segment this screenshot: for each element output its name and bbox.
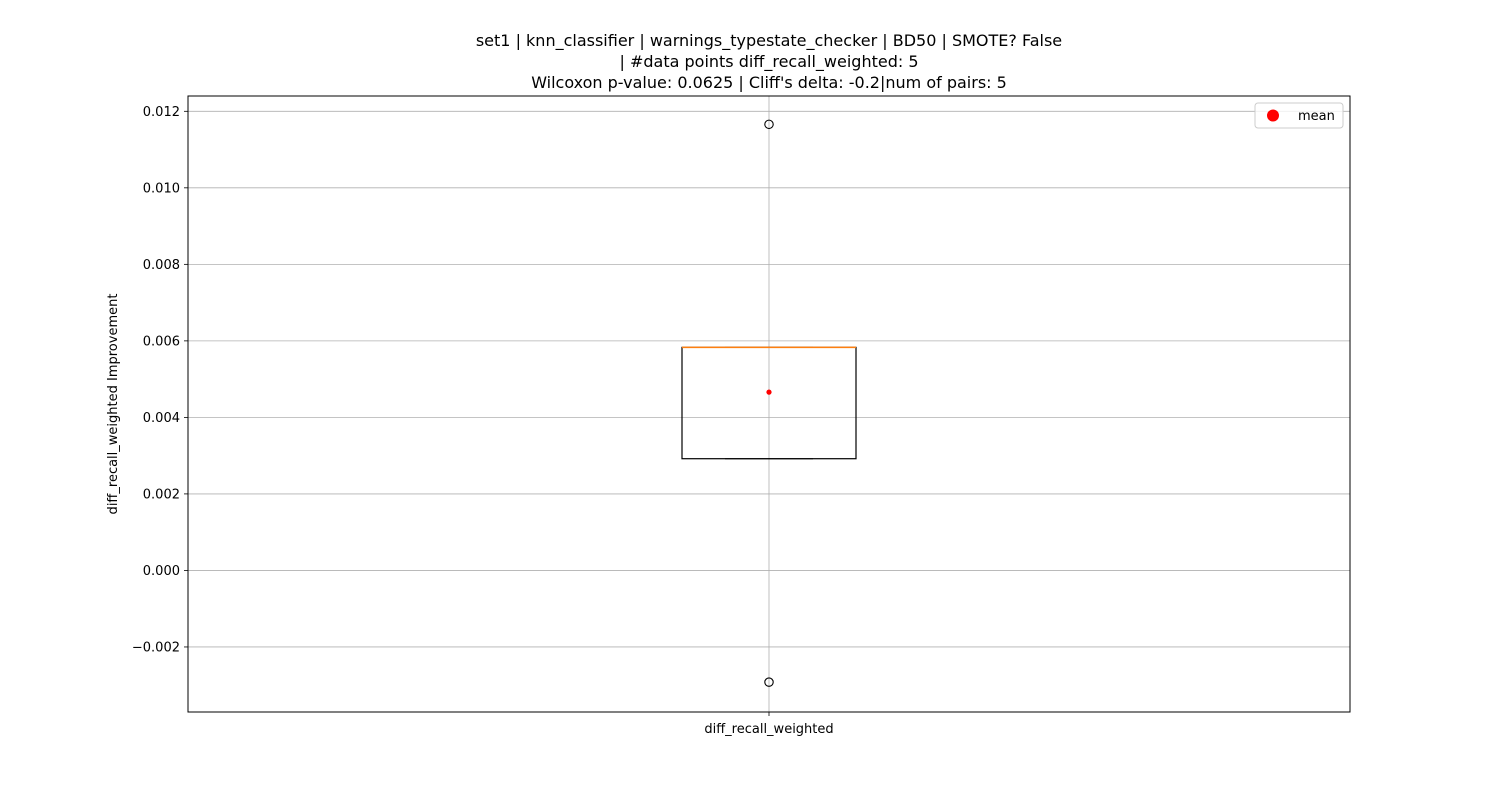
legend: mean [1254, 102, 1344, 129]
y-axis-label: diff_recall_weighted Improvement [106, 294, 121, 515]
y-tick-label: 0.000 [143, 564, 180, 579]
title-line-2: | #data points diff_recall_weighted: 5 [619, 52, 918, 72]
y-tick-label: 0.004 [143, 411, 180, 426]
y-tick-label: 0.008 [143, 258, 180, 273]
outlier-point [764, 677, 774, 687]
y-tick-label: 0.002 [143, 487, 180, 502]
x-axis-ticks: diff_recall_weighted [704, 712, 834, 737]
y-tick-label: 0.010 [143, 181, 180, 196]
y-tick-label: 0.006 [143, 334, 180, 349]
y-tick-label: 0.012 [143, 105, 180, 120]
y-axis-ticks: −0.002 0.000 0.002 0.004 0.006 0.008 0.010 0.01… [132, 105, 188, 655]
x-tick-label: diff_recall_weighted [704, 722, 833, 737]
mean-point [766, 389, 772, 395]
y-tick-label: −0.002 [132, 640, 180, 655]
grid [188, 96, 1350, 712]
chart-title: set1 | knn_classifier | warnings_typesta… [476, 31, 1062, 92]
outlier-point [764, 119, 774, 130]
title-line-1: set1 | knn_classifier | warnings_typesta… [476, 31, 1062, 51]
legend-mean-label: mean [1298, 109, 1335, 124]
box-plot [681, 119, 857, 687]
legend-mean-marker [1267, 109, 1279, 122]
title-line-3: Wilcoxon p-value: 0.0625 | Cliff's delta… [531, 73, 1007, 92]
plot-area-frame [187, 95, 1351, 713]
legend-frame [1254, 102, 1344, 129]
